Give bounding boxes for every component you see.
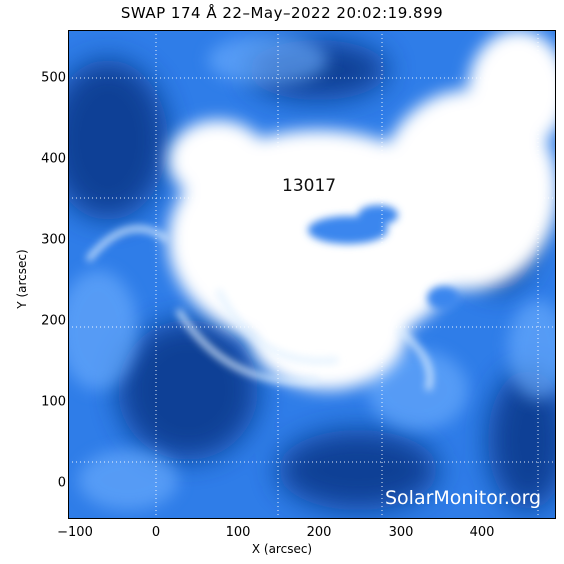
y-tick-label: 300 [41,232,66,248]
x-axis-label: X (arcsec) [251,542,313,556]
x-tick-label: 400 [469,525,495,540]
y-tick-label: 0 [57,475,66,491]
y-tick-label: 500 [41,70,66,86]
region-label: 13017 [282,176,337,196]
x-tick-label: 200 [306,525,332,540]
x-tick-label: 0 [151,525,161,540]
y-tick-label: 100 [41,394,66,410]
x-tick-label: 300 [388,525,414,540]
solar-image [68,30,556,519]
y-axis-label: Y (arcsec) [15,249,29,309]
watermark: SolarMonitor.org [385,487,542,509]
image-title: SWAP 174 Å 22–May–2022 20:02:19.899 [120,4,444,22]
x-tick-label: 100 [225,525,251,540]
y-tick-label: 200 [41,313,66,329]
y-tick-label: 400 [41,151,66,167]
x-tick-label: −100 [57,525,93,540]
